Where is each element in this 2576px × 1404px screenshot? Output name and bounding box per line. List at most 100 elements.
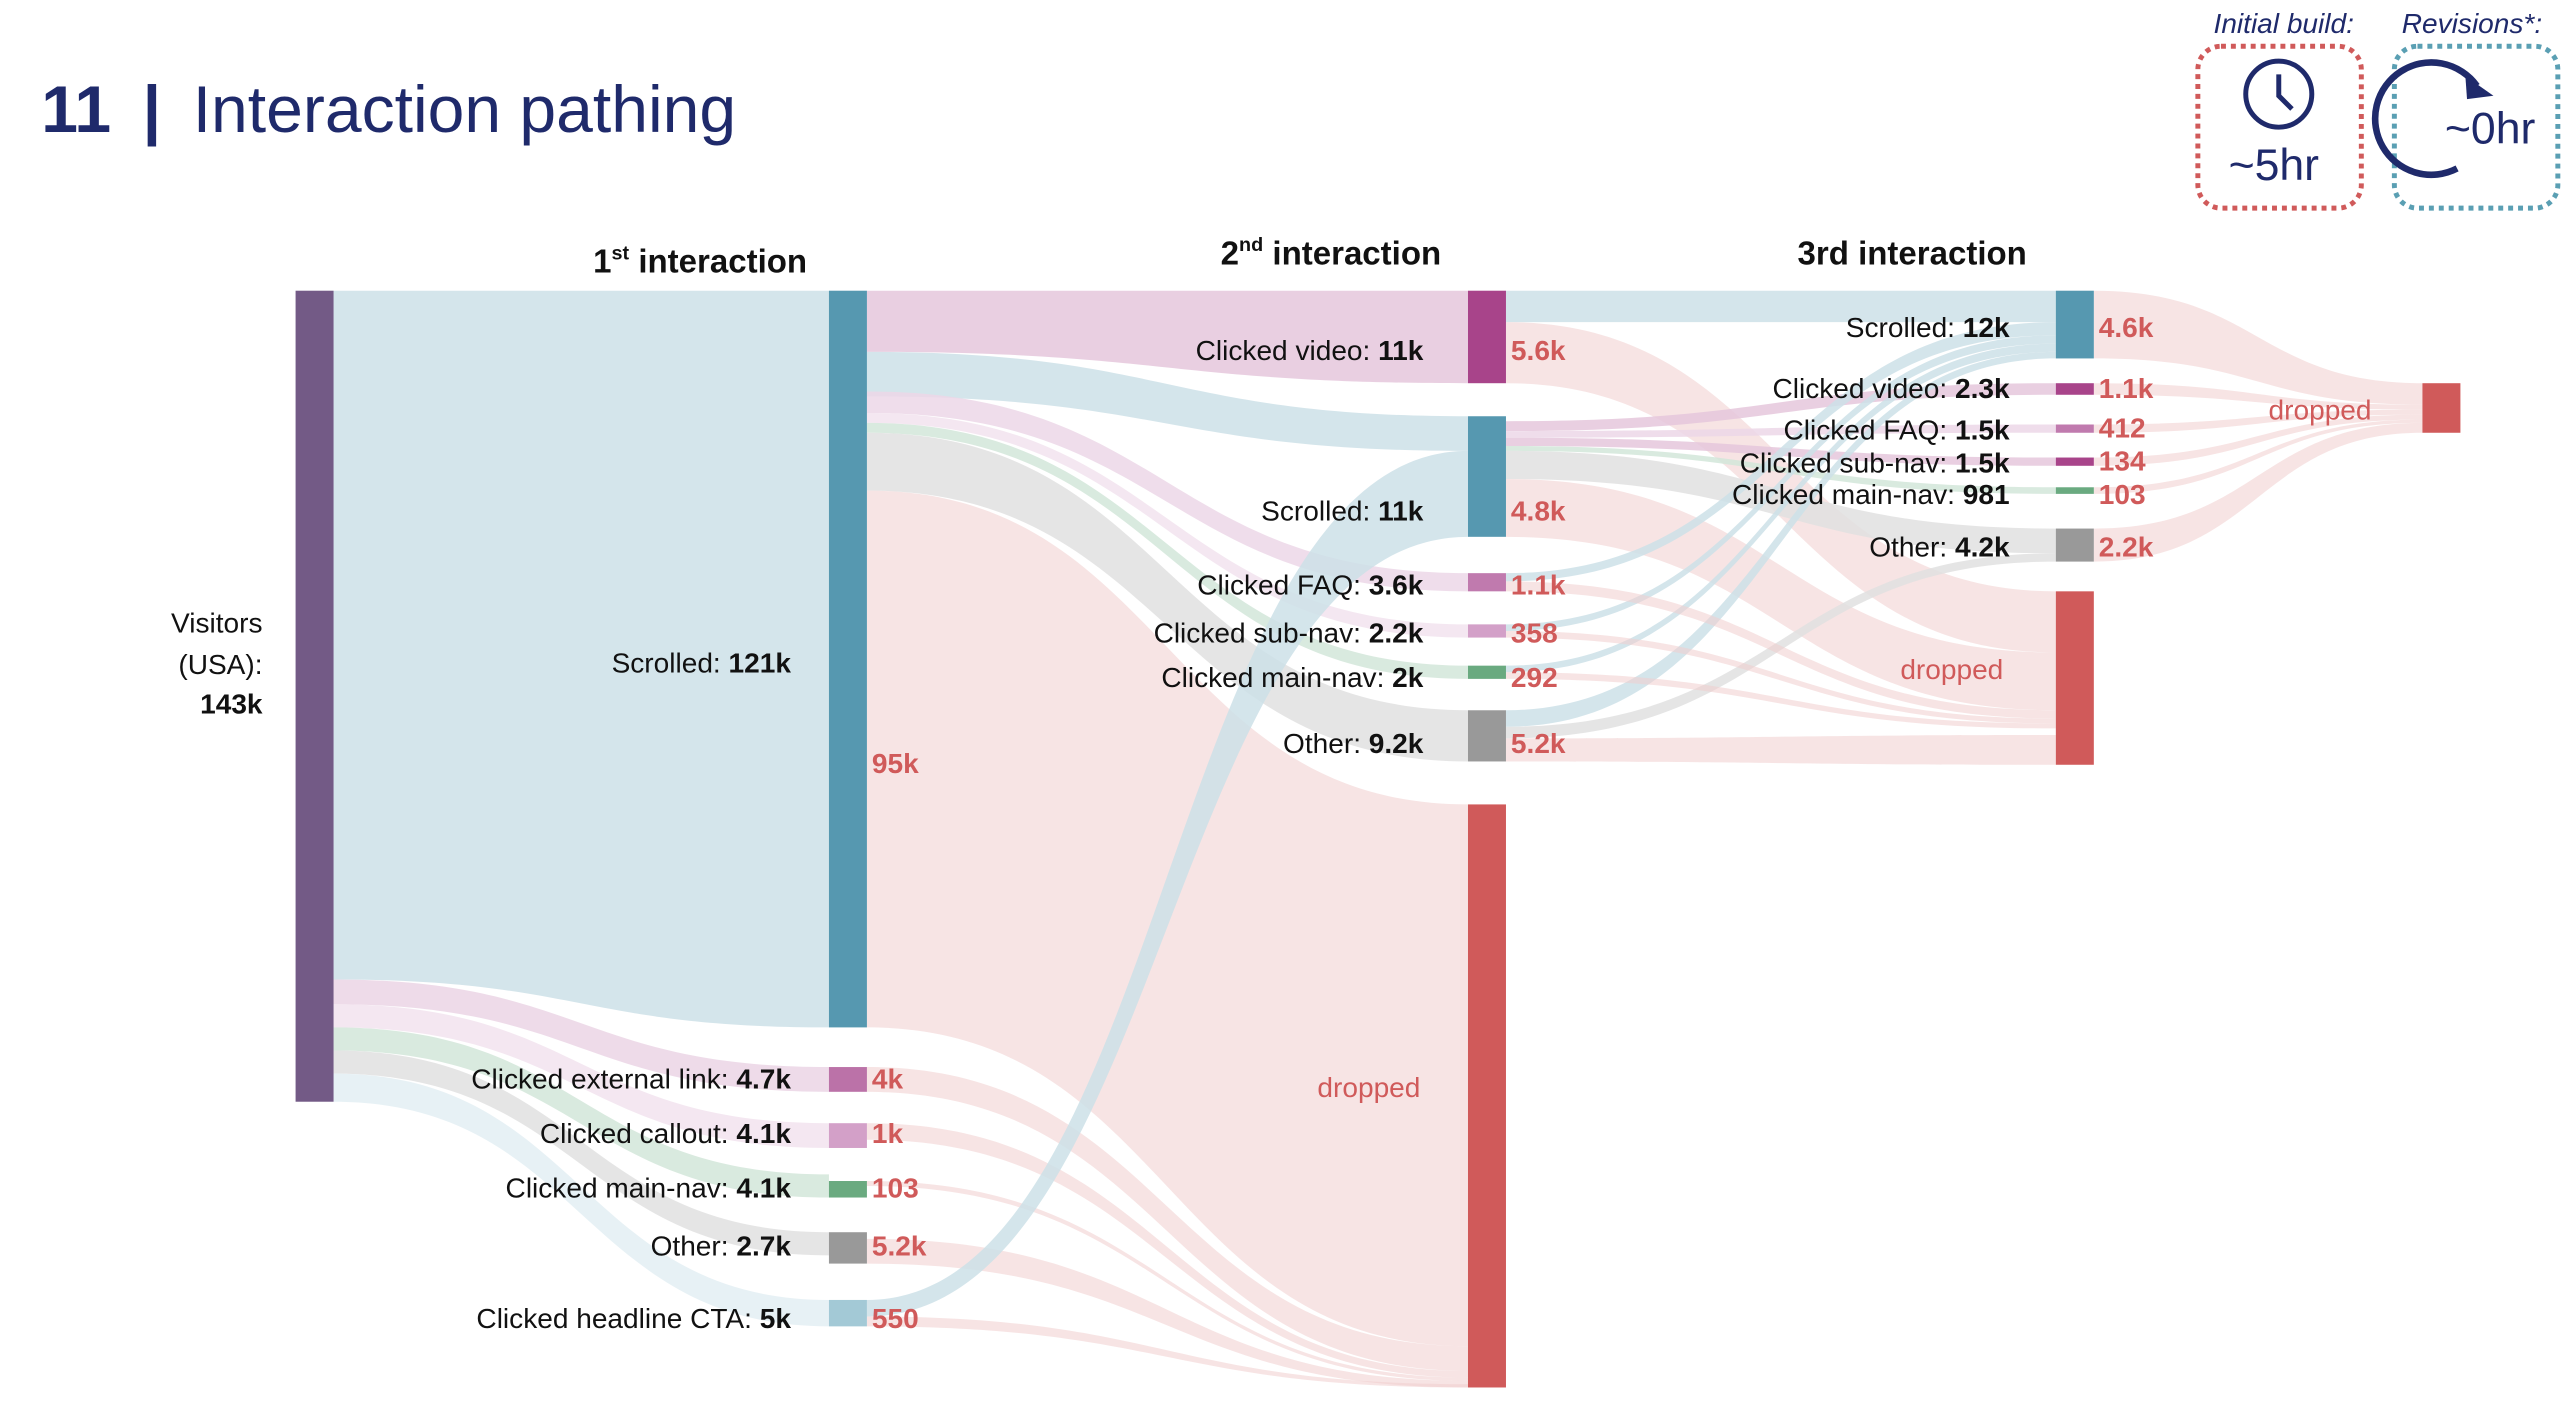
node-drop4[interactable] <box>2422 383 2461 433</box>
node-value: 1.5k <box>1955 447 2010 478</box>
link-visitors-to-cta1 <box>333 1073 829 1327</box>
node-oth3[interactable] <box>2055 528 2094 562</box>
node-s2[interactable] <box>1467 416 1506 537</box>
node-label-s2: Scrolled: 11k <box>1261 495 1424 526</box>
node-name: Other: <box>1869 532 1955 563</box>
dropped-count-s1: 95k <box>872 748 919 779</box>
link-visitors-to-call1 <box>333 1004 829 1148</box>
node-faq3[interactable] <box>2055 424 2094 433</box>
dropped-label: dropped <box>1317 1072 1420 1103</box>
node-label-vid2: Clicked video: 11k <box>1196 335 1424 366</box>
sankey-labels: Visitors (USA): 143k Scrolled: 121k 95k Click… <box>171 312 2371 1334</box>
node-value: 3.6k <box>1369 570 1424 601</box>
dropped-count-sub2: 358 <box>1511 618 1558 649</box>
node-label-sub2: Clicked sub-nav: 2.2k <box>1154 618 1424 649</box>
node-oth1[interactable] <box>828 1232 867 1264</box>
node-oth2[interactable] <box>1467 710 1506 762</box>
dropped-count-s2: 4.8k <box>1511 495 1566 526</box>
node-label-oth1: Other: 2.7k <box>651 1230 792 1261</box>
node-value: 121k <box>729 647 792 678</box>
badge-caption: Initial build: <box>2214 8 2354 39</box>
node-value: 2.2k <box>1369 618 1424 649</box>
node-name: Clicked external link: <box>471 1064 736 1095</box>
node-s3[interactable] <box>2055 290 2094 359</box>
node-label-vid3: Clicked video: 2.3k <box>1773 373 2010 404</box>
node-label-s1: Scrolled: 121k <box>612 647 792 678</box>
node-label-s3: Scrolled: 12k <box>1846 312 2010 343</box>
link-visitors-to-ext1 <box>333 979 829 1092</box>
node-call1[interactable] <box>828 1123 867 1148</box>
node-value: 4.1k <box>736 1118 791 1149</box>
node-name: Clicked sub-nav: <box>1740 447 1955 478</box>
header-sup: st <box>612 242 630 264</box>
title-separator: | <box>143 72 161 148</box>
node-label-sub3: Clicked sub-nav: 1.5k <box>1740 447 2010 478</box>
node-label-main1: Clicked main-nav: 4.1k <box>506 1173 792 1204</box>
link-faq2-to-drop3 <box>1505 581 2056 719</box>
link-s1-to-oth2 <box>866 432 1468 762</box>
link-vid2-to-s3 <box>1505 290 2056 323</box>
node-faq2[interactable] <box>1467 573 1506 592</box>
link-visitors-to-oth1 <box>333 1050 829 1256</box>
dropped-count-vid2: 5.6k <box>1511 335 1566 366</box>
dropped-label: dropped <box>2269 395 2372 426</box>
header-rest: interaction <box>629 243 807 280</box>
node-name: Scrolled: <box>1846 312 1963 343</box>
link-s2-to-faq3 <box>1505 424 2056 438</box>
node-name: Clicked callout: <box>540 1118 737 1149</box>
dropped-count-main1: 103 <box>872 1173 919 1204</box>
node-name: Clicked video: <box>1196 335 1378 366</box>
node-label-oth3: Other: 4.2k <box>1869 532 2010 563</box>
node-name: Scrolled: <box>612 647 729 678</box>
node-drop3[interactable] <box>2055 591 2094 765</box>
link-s1-to-faq2 <box>866 391 1468 592</box>
node-name: Other: <box>1283 728 1369 759</box>
node-ext1[interactable] <box>828 1067 867 1092</box>
node-label-faq3: Clicked FAQ: 1.5k <box>1783 414 2010 445</box>
link-main2-to-s3 <box>1505 343 2056 673</box>
link-main1-to-drop2 <box>866 1181 1468 1381</box>
dropped-count-call1: 1k <box>872 1118 904 1149</box>
node-main1[interactable] <box>828 1181 867 1198</box>
node-main2[interactable] <box>1467 665 1506 679</box>
node-vid3[interactable] <box>2055 383 2094 395</box>
column-header-3: 3rd interaction <box>1798 234 2027 271</box>
link-s2-to-main3 <box>1505 445 2056 494</box>
node-sub3[interactable] <box>2055 457 2094 466</box>
link-oth2-to-drop3 <box>1505 735 2056 765</box>
node-name: Clicked sub-nav: <box>1154 618 1369 649</box>
node-main3[interactable] <box>2055 487 2094 494</box>
node-drop2[interactable] <box>1467 804 1506 1388</box>
node-name: Clicked FAQ: <box>1783 414 1955 445</box>
node-vid2[interactable] <box>1467 290 1506 384</box>
dropped-label: dropped <box>1900 654 2003 685</box>
header-rest: interaction <box>1263 234 1441 271</box>
refresh-arrow-icon <box>2371 59 2494 179</box>
node-name: Other: <box>651 1230 737 1261</box>
node-label-main3: Clicked main-nav: 981 <box>1732 479 2010 510</box>
node-value: 5k <box>760 1303 792 1334</box>
node-s1[interactable] <box>828 290 867 1028</box>
badge-revisions: Revisions*: ~0hr <box>2371 8 2561 211</box>
link-s1-to-s2 <box>866 351 1468 451</box>
node-value: 9.2k <box>1369 728 1424 759</box>
node-sub2[interactable] <box>1467 624 1506 638</box>
dropped-count-oth3: 2.2k <box>2099 532 2154 563</box>
badge-value: ~0hr <box>2445 105 2536 154</box>
dropped-count-s3: 4.6k <box>2099 312 2154 343</box>
node-value: 981 <box>1963 479 2010 510</box>
link-faq2-to-s3 <box>1505 322 2056 582</box>
header-sup: nd <box>1239 234 1263 256</box>
node-visitors[interactable] <box>295 290 334 1102</box>
node-name: Clicked main-nav: <box>506 1173 737 1204</box>
node-cta1[interactable] <box>828 1299 867 1327</box>
dropped-count-main3: 103 <box>2099 479 2146 510</box>
link-sub2-to-s3 <box>1505 335 2056 631</box>
node-value: 12k <box>1963 312 2010 343</box>
node-label-main2: Clicked main-nav: 2k <box>1161 662 1423 693</box>
node-value: 2.7k <box>736 1230 791 1261</box>
link-faq3-to-drop4 <box>2093 409 2423 433</box>
sankey-links <box>333 290 2423 1388</box>
node-name: Clicked headline CTA: <box>476 1303 759 1334</box>
